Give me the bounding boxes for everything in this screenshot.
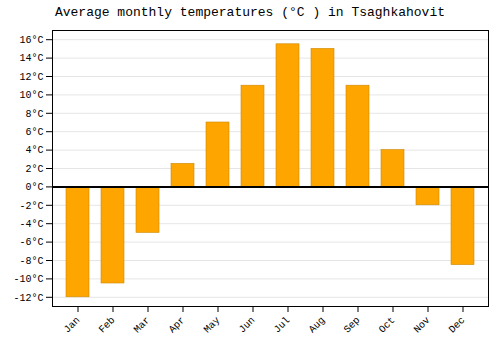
svg-text:16°C: 16°C [19, 35, 43, 46]
svg-text:-8°C: -8°C [19, 256, 43, 267]
svg-text:-2°C: -2°C [19, 201, 43, 212]
svg-text:4°C: 4°C [25, 145, 43, 156]
svg-text:Jul: Jul [272, 315, 293, 336]
svg-text:Apr: Apr [167, 315, 188, 336]
svg-text:Sep: Sep [342, 315, 363, 336]
svg-text:Jan: Jan [62, 315, 83, 336]
svg-text:Dec: Dec [447, 315, 468, 336]
svg-text:-4°C: -4°C [19, 219, 43, 230]
svg-text:14°C: 14°C [19, 53, 43, 64]
svg-text:0°C: 0°C [25, 182, 43, 193]
html-text:Average monthly temperatures (: Average monthly temperatures (°C ) in Ts… [55, 5, 445, 20]
svg-text:-10°C: -10°C [13, 274, 43, 285]
svg-text:Jun: Jun [237, 315, 258, 336]
svg-text:Oct: Oct [377, 315, 398, 336]
svg-text:-6°C: -6°C [19, 237, 43, 248]
svg-text:-12°C: -12°C [13, 293, 43, 304]
svg-text:Feb: Feb [97, 315, 118, 336]
svg-text:12°C: 12°C [19, 72, 43, 83]
svg-text:Mar: Mar [132, 315, 153, 336]
svg-text:6°C: 6°C [25, 127, 43, 138]
svg-text:Nov: Nov [412, 315, 433, 336]
svg-text:2°C: 2°C [25, 164, 43, 175]
svg-text:Aug: Aug [307, 315, 328, 336]
svg-text:May: May [202, 315, 223, 336]
svg-text:8°C: 8°C [25, 109, 43, 120]
svg-text:10°C: 10°C [19, 90, 43, 101]
